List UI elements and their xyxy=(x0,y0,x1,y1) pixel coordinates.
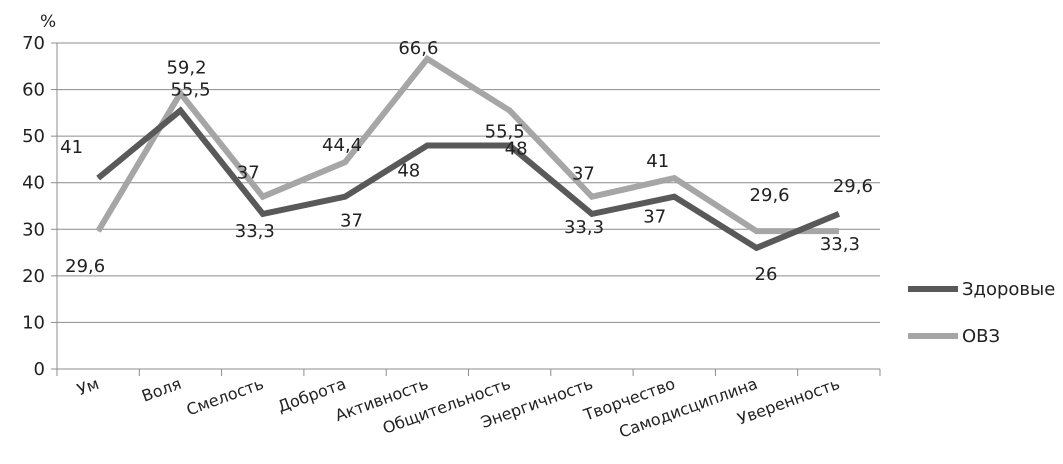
data-label: 37 xyxy=(340,211,363,232)
data-label: 66,6 xyxy=(398,38,438,59)
x-tick-label: Самодисциплина xyxy=(616,374,759,442)
x-axis: Ум Воля Смелость ДобротаАктивностьОбщительн… xyxy=(56,368,881,442)
y-tick-label: 50 xyxy=(22,126,45,147)
series-line-ovz xyxy=(95,54,839,235)
data-point xyxy=(838,213,840,215)
x-tick-label: Смелость xyxy=(184,374,266,419)
data-label: 33,3 xyxy=(564,217,604,238)
legend-label: Здоровые xyxy=(962,279,1055,300)
data-label: 41 xyxy=(646,151,669,172)
data-point xyxy=(262,196,264,198)
data-label: 37 xyxy=(237,163,260,184)
data-label: 33,3 xyxy=(820,234,860,255)
legend-label: ОВЗ xyxy=(962,326,1000,347)
data-point xyxy=(97,230,99,232)
data-point xyxy=(426,58,428,60)
series-line-zdorovye xyxy=(96,106,841,252)
data-label: 37 xyxy=(643,207,666,228)
data-label: 48 xyxy=(505,138,528,159)
y-tick-label: 0 xyxy=(34,359,45,380)
x-tick-label: Воля xyxy=(139,374,184,406)
y-tick-label: 30 xyxy=(22,219,45,240)
data-point xyxy=(97,177,99,179)
data-point xyxy=(426,144,428,146)
legend: Здоровые ОВЗ xyxy=(908,279,1055,347)
data-label: 55,5 xyxy=(485,122,525,143)
data-point xyxy=(756,230,758,232)
data-label: 37 xyxy=(572,164,595,185)
data-point xyxy=(179,110,181,112)
data-point xyxy=(509,110,511,112)
data-point xyxy=(673,196,675,198)
y-unit-label: % xyxy=(40,12,56,32)
data-label: 33,3 xyxy=(235,221,275,242)
data-point xyxy=(262,213,264,215)
data-label: 41 xyxy=(60,137,83,158)
data-point xyxy=(591,196,593,198)
y-tick-label: 40 xyxy=(22,173,45,194)
data-label: 26 xyxy=(755,264,778,285)
data-point xyxy=(344,196,346,198)
x-tick-label: Ум xyxy=(75,374,102,399)
data-label: 59,2 xyxy=(166,57,206,78)
data-point xyxy=(591,213,593,215)
data-label: 29,6 xyxy=(833,176,873,197)
y-axis: 0 10 20 30 40 50 60 70 xyxy=(22,33,58,380)
data-point xyxy=(838,230,840,232)
y-tick-label: 20 xyxy=(22,266,45,287)
data-point xyxy=(756,247,758,249)
data-point xyxy=(344,161,346,163)
data-label: 29,6 xyxy=(750,185,790,206)
data-label: 48 xyxy=(397,160,420,181)
data-label: 29,6 xyxy=(65,256,105,277)
data-point xyxy=(509,144,511,146)
data-point xyxy=(179,92,181,94)
data-label: 44,4 xyxy=(322,135,362,156)
y-tick-label: 70 xyxy=(22,33,45,54)
grid-lines xyxy=(57,42,880,323)
y-tick-label: 10 xyxy=(22,312,45,333)
y-tick-label: 60 xyxy=(22,80,45,101)
data-labels: 41 55,5 33,3 37 48 48 33,3 37 26 33,3 29,6 59,2 37 44… xyxy=(60,38,873,285)
data-point xyxy=(673,177,675,179)
data-label: 55,5 xyxy=(170,80,210,101)
series-lines xyxy=(95,54,841,252)
